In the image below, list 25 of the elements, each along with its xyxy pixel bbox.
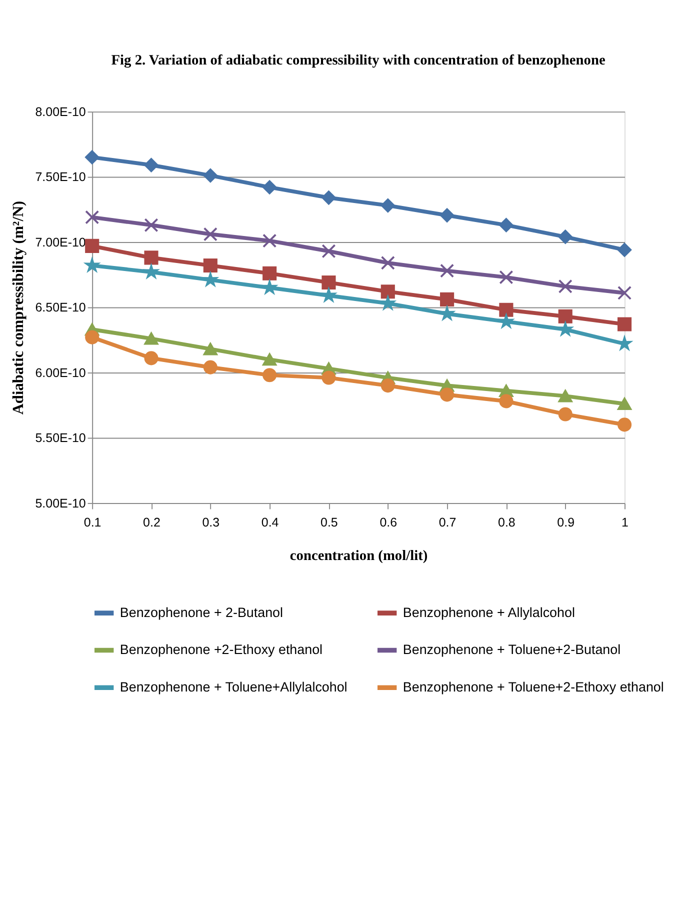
- x-tick-label: 0.8: [498, 515, 516, 530]
- x-tick-label: 0.9: [557, 515, 575, 530]
- y-axis-title: Adiabatic compressibility (m²/N): [10, 200, 27, 415]
- x-tick-label: 1: [622, 515, 629, 530]
- y-tick-label: 7.50E-10: [35, 170, 86, 184]
- y-tick-label: 8.00E-10: [35, 104, 86, 119]
- y-tick-label: 6.00E-10: [35, 366, 86, 380]
- legend-label: Benzophenone + Toluene+2-Butanol: [402, 642, 621, 658]
- y-tick-label: 5.50E-10: [35, 431, 86, 446]
- chart-title: Fig 2. Variation of adiabatic compressibility with concentration of benzophenone: [111, 52, 606, 69]
- y-tick-label: 5.00E-10: [35, 496, 86, 510]
- legend-label: Benzophenone +2-Ethoxy ethanol: [120, 642, 323, 658]
- legend-label: Benzophenone + 2-Butanol: [120, 604, 283, 620]
- x-axis-title: concentration (mol/lit): [290, 548, 428, 564]
- x-tick-label: 0.2: [143, 515, 160, 530]
- x-tick-label: 0.1: [84, 515, 102, 530]
- x-tick-label: 0.6: [380, 515, 398, 530]
- x-tick-label: 0.3: [202, 515, 220, 530]
- x-tick-label: 0.7: [438, 515, 456, 530]
- x-tick-label: 0.4: [261, 515, 279, 530]
- y-tick-label: 6.50E-10: [35, 300, 86, 315]
- legend-label: Benzophenone + Allylalcohol: [402, 604, 575, 620]
- legend-label: Benzophenone + Toluene+Allylalcohol: [120, 679, 348, 694]
- legend-label: Benzophenone + Toluene+2-Ethoxy ethanol: [402, 679, 664, 694]
- x-tick-label: 0.5: [320, 515, 338, 530]
